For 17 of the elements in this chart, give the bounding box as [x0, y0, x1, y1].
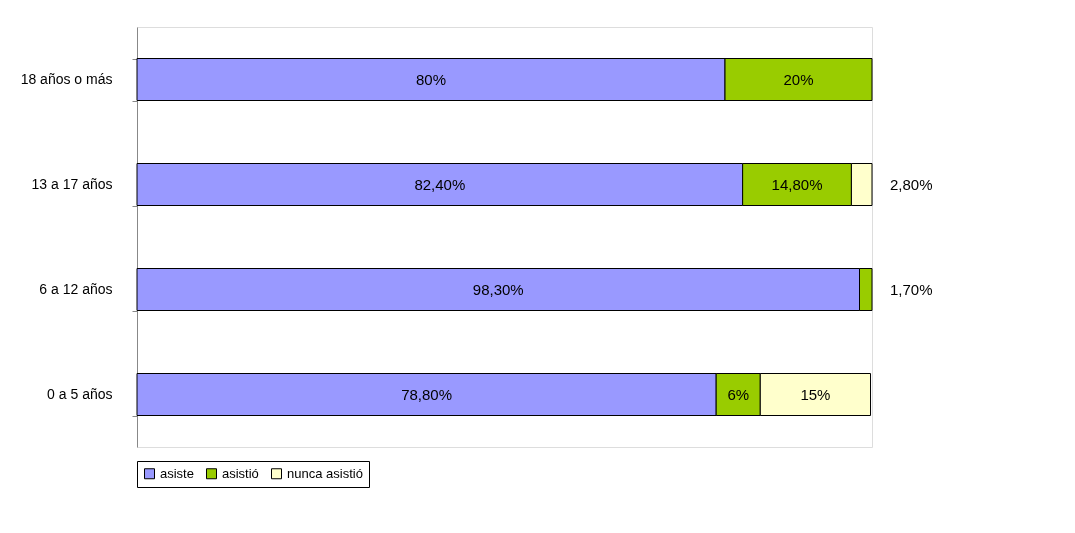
data-label: 78,80% — [401, 385, 453, 403]
data-label: 6% — [727, 385, 750, 403]
legend-label: asistió — [222, 465, 259, 481]
data-label: 98,30% — [472, 280, 524, 298]
y-tick-label: 13 a 17 años — [31, 176, 113, 192]
data-label: 80% — [415, 70, 447, 88]
data-label: 82,40% — [414, 175, 466, 193]
data-label: 2,80% — [890, 175, 933, 193]
data-label: 14,80% — [771, 175, 823, 193]
legend-label: nunca asistió — [287, 465, 363, 481]
y-tick-label: 0 a 5 años — [47, 386, 113, 402]
data-label: 15% — [800, 385, 831, 403]
legend-label: asiste — [160, 465, 194, 481]
data-label: 1,70% — [890, 280, 933, 298]
y-tick-label: 6 a 12 años — [39, 281, 113, 297]
data-label: 20% — [783, 70, 814, 88]
y-tick-label: 18 años o más — [20, 71, 113, 87]
